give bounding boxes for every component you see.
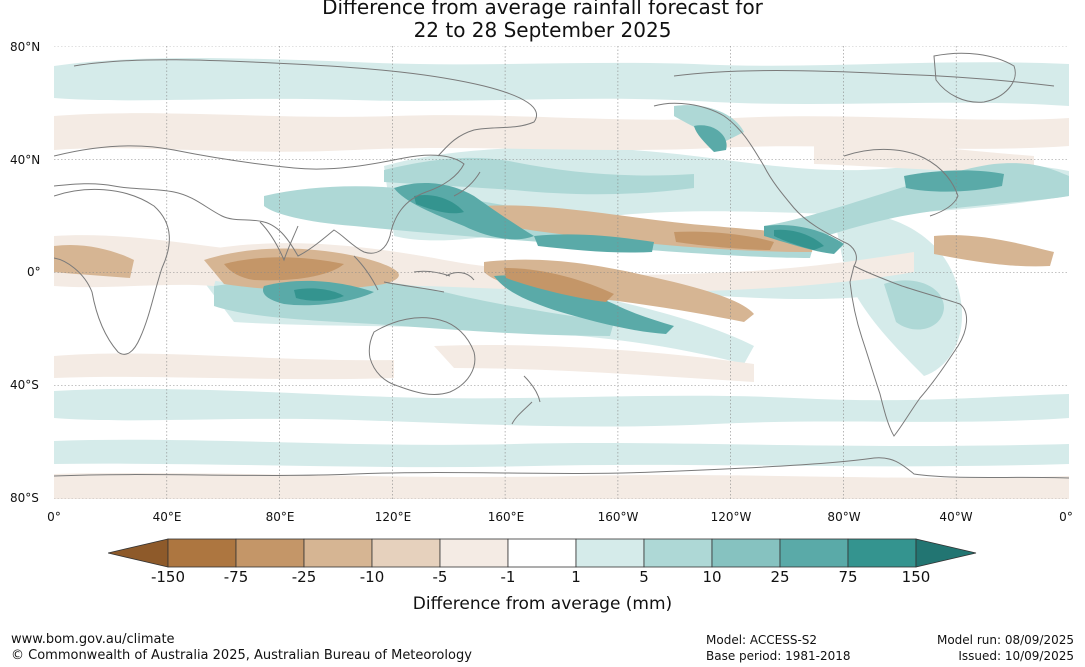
footer-model-run: Model run: 08/09/2025 bbox=[936, 633, 1074, 647]
colorbar-tick-label: -25 bbox=[291, 568, 317, 586]
colorbar-tick-label: -5 bbox=[432, 568, 448, 586]
footer-copyright: © Commonwealth of Australia 2025, Austra… bbox=[11, 648, 472, 663]
lon-label-80e: 80°E bbox=[265, 510, 295, 524]
colorbar-tick-label: -1 bbox=[500, 568, 516, 586]
lon-label-0: 0° bbox=[47, 510, 61, 524]
coastlines bbox=[54, 52, 1069, 479]
map-title: Difference from average rainfall forecas… bbox=[0, 0, 1085, 42]
colorbar-title: Difference from average (mm) bbox=[412, 594, 673, 614]
lon-label-120e: 120°E bbox=[374, 510, 412, 524]
wet-anomaly-extreme bbox=[294, 194, 824, 301]
colorbar-segment bbox=[711, 538, 781, 568]
colorbar-segment bbox=[847, 538, 917, 568]
colorbar-extension-low bbox=[108, 538, 169, 568]
lon-label-40w: 40°W bbox=[939, 510, 973, 524]
lon-label-80w: 80°W bbox=[827, 510, 861, 524]
colorbar-tick-label: 5 bbox=[639, 568, 649, 586]
colorbar-tick-label: 1 bbox=[571, 568, 581, 586]
colorbar-segment bbox=[371, 538, 441, 568]
lat-label-equator: 0° bbox=[27, 265, 41, 279]
rainfall-anomaly-map bbox=[54, 46, 1069, 499]
colorbar-tick-label: -10 bbox=[359, 568, 385, 586]
colorbar-tick-label: -75 bbox=[223, 568, 249, 586]
footer-model: Model: ACCESS-S2 bbox=[706, 633, 818, 647]
colorbar-segment bbox=[235, 538, 305, 568]
lon-label-160e: 160°E bbox=[487, 510, 525, 524]
colorbar-segment bbox=[507, 538, 577, 568]
colorbar-segment bbox=[779, 538, 849, 568]
colorbar-segment bbox=[643, 538, 713, 568]
lon-label-160w: 160°W bbox=[597, 510, 639, 524]
lat-label-40n: 40°N bbox=[10, 153, 41, 167]
colorbar-tick-label: 25 bbox=[770, 568, 790, 586]
lat-label-80n: 80°N bbox=[10, 40, 41, 54]
colorbar-tick-label: 75 bbox=[838, 568, 858, 586]
colorbar-extension-high bbox=[915, 538, 977, 568]
lat-label-80s: 80°S bbox=[10, 491, 39, 505]
footer-base-period: Base period: 1981-2018 bbox=[706, 649, 851, 663]
colorbar bbox=[108, 538, 977, 568]
colorbar-segment bbox=[575, 538, 645, 568]
colorbar-tick-label: -150 bbox=[150, 568, 186, 586]
wet-anomaly-strong bbox=[262, 125, 1004, 334]
colorbar-tick-label: 150 bbox=[901, 568, 931, 586]
footer-issued: Issued: 10/09/2025 bbox=[958, 649, 1074, 663]
dry-anomaly-strong bbox=[224, 231, 774, 302]
title-line-1: Difference from average rainfall forecas… bbox=[322, 0, 763, 19]
title-line-2: 22 to 28 September 2025 bbox=[413, 18, 672, 42]
footer-website: www.bom.gov.au/climate bbox=[11, 632, 175, 647]
colorbar-segment bbox=[167, 538, 237, 568]
lat-label-40s: 40°S bbox=[10, 378, 39, 392]
map-gridlines bbox=[54, 46, 1069, 499]
colorbar-segment bbox=[439, 538, 509, 568]
lon-label-40e: 40°E bbox=[152, 510, 182, 524]
lon-label-120w: 120°W bbox=[710, 510, 752, 524]
lon-label-0-right: 0° bbox=[1059, 510, 1073, 524]
colorbar-segment bbox=[303, 538, 373, 568]
colorbar-tick-label: 10 bbox=[702, 568, 722, 586]
